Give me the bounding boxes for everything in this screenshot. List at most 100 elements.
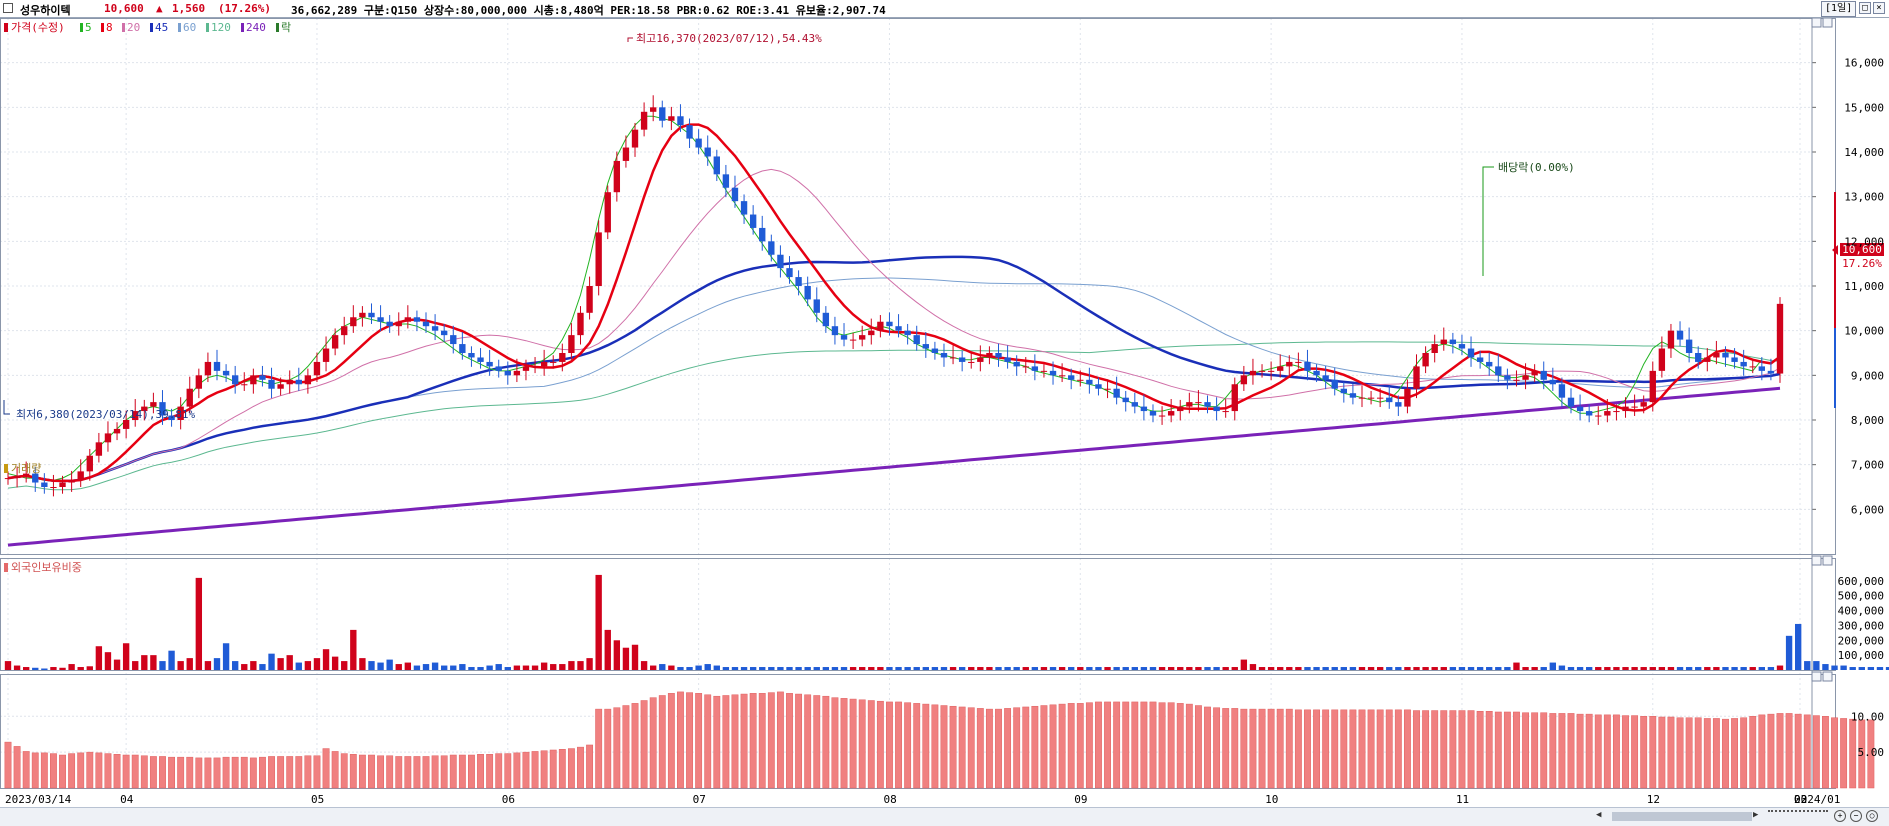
volume-bar — [32, 667, 39, 670]
foreign-ownership-bar — [931, 704, 939, 789]
candle-body — [1640, 402, 1647, 407]
foreign-ownership-bar — [613, 707, 621, 789]
candle-body — [1758, 366, 1766, 371]
select-checkbox[interactable] — [3, 3, 13, 13]
volume-bar — [1286, 667, 1293, 670]
foreign-ownership-bar — [1022, 706, 1030, 789]
volume-bar — [1149, 667, 1157, 670]
foreign-ownership-bar — [776, 691, 784, 789]
price-panel-close-icon[interactable] — [1822, 18, 1833, 28]
zoom-fit-icon[interactable]: ○ — [1866, 810, 1878, 822]
candle-body — [1095, 384, 1102, 389]
zoom-out-icon[interactable]: − — [1850, 810, 1862, 822]
candle-body — [22, 473, 30, 476]
period-selector[interactable]: [1일] — [1821, 1, 1857, 17]
foreign-ownership-bar — [949, 705, 957, 789]
candle-body — [1240, 375, 1248, 385]
candle-body — [1286, 361, 1293, 367]
volume-bar — [204, 661, 212, 670]
volume-panel-close-icon[interactable] — [1822, 555, 1833, 566]
foreign-ownership-bar — [577, 746, 584, 789]
foreign-ownership-bar — [640, 700, 648, 789]
volume-panel-title: 거래량 — [11, 462, 41, 475]
volume-bar — [1695, 667, 1702, 670]
candle-body — [1676, 330, 1684, 340]
candle-body — [504, 370, 511, 376]
zoom-in-icon[interactable]: + — [1834, 810, 1846, 822]
volume-tick-label: 100,000 — [1838, 649, 1884, 662]
candle-body — [513, 370, 521, 376]
candle-body — [1304, 361, 1311, 371]
foreign-ownership-bar — [1422, 710, 1430, 789]
volume-bar — [150, 655, 157, 670]
candle-body — [1086, 379, 1093, 385]
foreign-ownership-bar — [658, 695, 666, 789]
candle-body — [1113, 388, 1120, 398]
foreign-ownership-bar — [567, 748, 575, 789]
volume-bar — [1813, 661, 1820, 670]
close-icon[interactable]: × — [1873, 2, 1885, 14]
chart-scrollbar[interactable]: ◀ ▶ + − ○ — [0, 807, 1889, 826]
volume-bar — [722, 667, 730, 670]
volume-bar — [1449, 667, 1457, 670]
foreign-ownership-bar — [876, 700, 884, 789]
candle-body — [50, 487, 57, 488]
price-panel-maximize-icon[interactable] — [1811, 18, 1822, 28]
ma8-line — [7, 123, 1781, 483]
volume-legend-swatch — [4, 464, 8, 473]
candle-body — [659, 107, 666, 121]
volume-tick-label: 200,000 — [1838, 634, 1884, 647]
candle-body — [1522, 375, 1529, 380]
volume-bar — [1604, 667, 1611, 670]
candle-body — [241, 384, 248, 386]
price-tick-label: 11,000 — [1844, 280, 1884, 293]
ma-legend-label: 락 — [281, 21, 291, 34]
foreign-ownership-bar — [322, 748, 330, 789]
foreign-panel-maximize-icon[interactable] — [1811, 671, 1822, 682]
candle-body — [268, 379, 275, 389]
volume-bar — [1068, 667, 1075, 670]
scroll-right-icon[interactable]: ▶ — [1753, 810, 1759, 820]
candle-body — [231, 375, 239, 385]
volume-bar — [359, 658, 366, 670]
volume-bar — [1104, 667, 1111, 670]
y-axis-labels: 6,000 7,000 8,000 9,000 10,000 11,000 12,000 13… — [1838, 57, 1884, 759]
candle-body — [132, 411, 139, 420]
foreign-ownership-bar — [1858, 719, 1866, 789]
volume-bar — [195, 577, 203, 670]
ma20-line — [7, 168, 1781, 482]
volume-bar — [1131, 667, 1138, 670]
candle-body — [1658, 348, 1666, 371]
scroll-left-icon[interactable]: ◀ — [1596, 810, 1602, 820]
foreign-ownership-bar — [813, 695, 821, 789]
foreign-ownership-bar — [531, 751, 539, 789]
candle-body — [1295, 361, 1302, 363]
foreign-ownership-bar — [1567, 713, 1575, 789]
volume-bar — [286, 655, 293, 670]
volume-tick-label: 400,000 — [1838, 605, 1884, 618]
candle-body — [177, 406, 184, 420]
stock-chart[interactable]: 가격(수정) 5 8 20 45 60 120 240 락 최고16,370(2023/07/… — [0, 18, 1889, 807]
candle-body — [304, 375, 312, 385]
candle-body — [1031, 366, 1039, 371]
candle-body — [295, 379, 302, 385]
foreign-ownership-bar — [1231, 708, 1239, 789]
scroll-thumb[interactable] — [1612, 812, 1752, 821]
volume-panel-maximize-icon[interactable] — [1811, 555, 1822, 566]
foreign-ownership-bar — [1049, 704, 1057, 789]
foreign-ownership-bar — [786, 693, 793, 789]
volume-bar — [849, 667, 857, 670]
candle-body — [1531, 370, 1538, 376]
foreign-panel-close-icon[interactable] — [1822, 671, 1833, 682]
current-price-marker: 10,600 17.26% — [1832, 192, 1884, 408]
volume-bar — [1722, 667, 1729, 670]
candle-body — [849, 339, 857, 341]
high-label: 최고16,370(2023/07/12),54.43% — [636, 32, 822, 45]
foreign-ownership-bar — [1403, 709, 1411, 789]
price-tick-label: 15,000 — [1844, 101, 1884, 114]
zoom-slider[interactable] — [1768, 810, 1828, 812]
price-legend-swatch — [4, 23, 8, 32]
maximize-icon[interactable]: □ — [1859, 2, 1871, 14]
foreign-ownership-bar — [1258, 708, 1266, 789]
foreign-ownership-bar — [586, 744, 594, 789]
